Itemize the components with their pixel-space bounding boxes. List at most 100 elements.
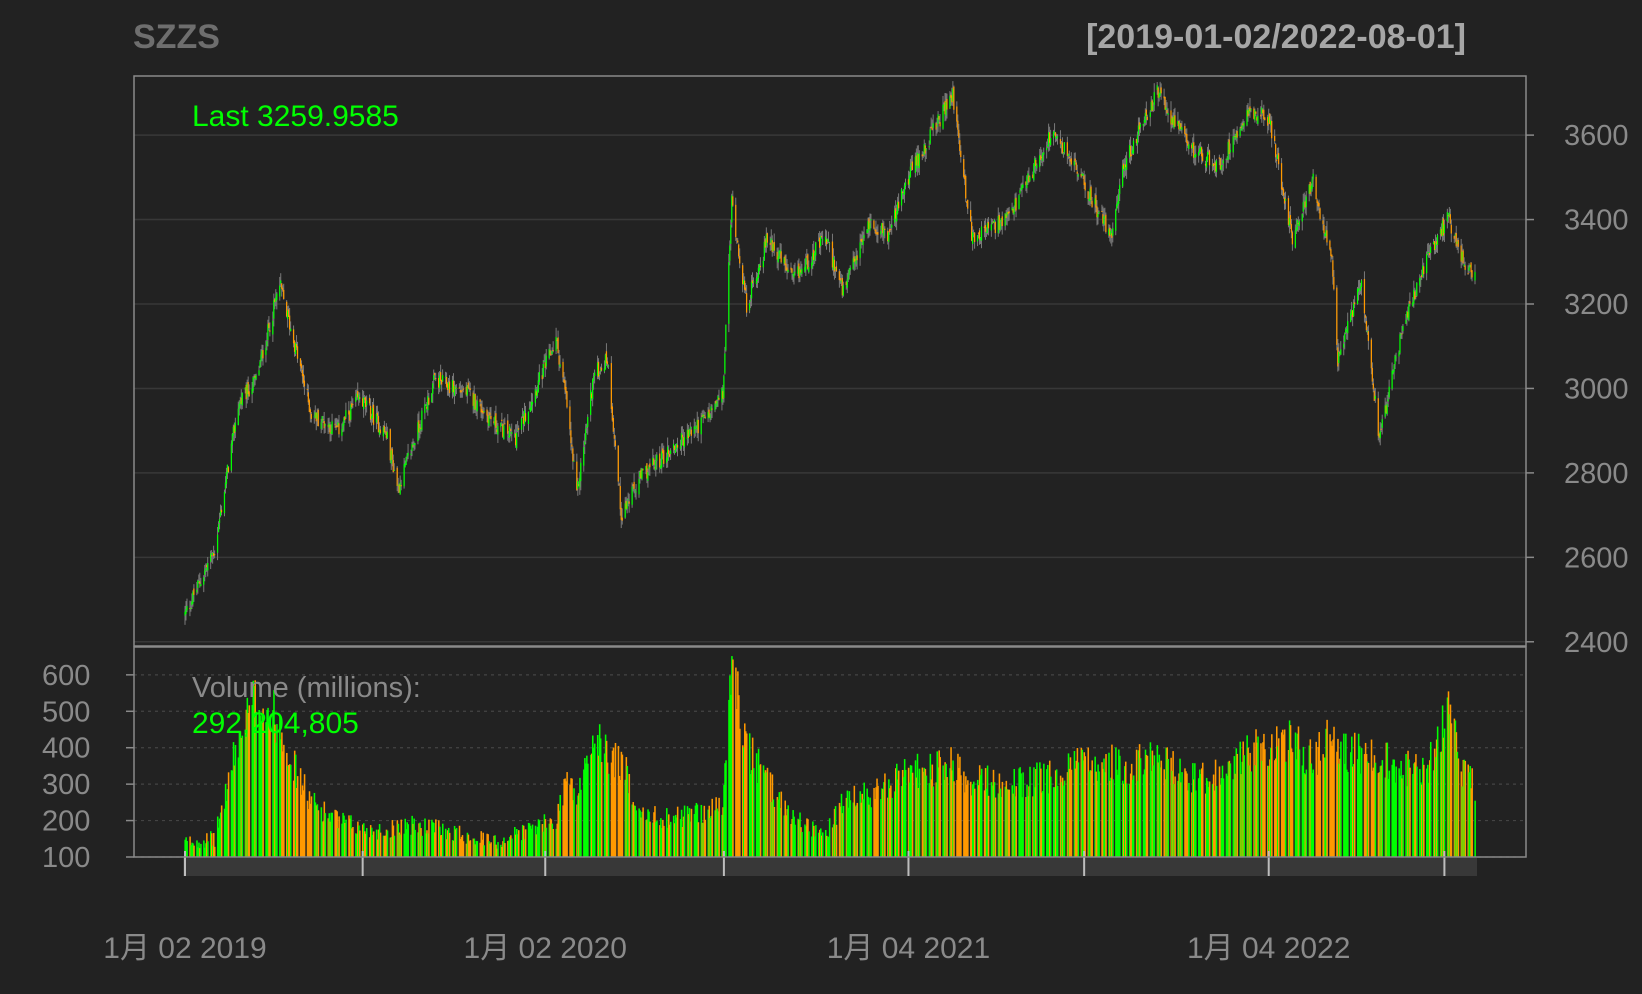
volume-bar (849, 800, 852, 857)
candle-body (226, 464, 229, 474)
candle-body (355, 396, 357, 402)
candle-body (452, 380, 455, 393)
candle-body (1068, 157, 1070, 159)
volume-bar (1181, 772, 1183, 857)
volume-bar (654, 806, 656, 857)
candle-body (1180, 123, 1182, 129)
x-axis-band (183, 858, 1477, 876)
volume-bar (447, 827, 450, 857)
volume-bar (592, 747, 595, 857)
volume-bar (839, 806, 842, 857)
candle-body (646, 463, 648, 479)
volume-bar (1283, 729, 1286, 857)
candle-body (438, 378, 440, 388)
candle-body (1035, 160, 1037, 167)
volume-bar (516, 834, 519, 857)
volume-bar (483, 845, 485, 857)
volume-bar (1262, 742, 1264, 857)
volume-bar (973, 788, 976, 857)
candle-body (1381, 419, 1383, 428)
volume-bar (769, 772, 772, 857)
candle-body (213, 554, 216, 556)
volume-bar (1345, 733, 1347, 857)
volume-bar (745, 733, 748, 857)
candle-body (827, 240, 830, 242)
candle-body (963, 159, 965, 177)
volume-bar (668, 824, 671, 857)
volume-bar (1434, 757, 1437, 857)
volume-bar (288, 764, 291, 857)
volume-bar (1267, 765, 1269, 857)
volume-bar (1469, 766, 1471, 857)
candle-body (1428, 252, 1431, 256)
volume-bar (1339, 758, 1341, 857)
volume-bar (978, 765, 981, 857)
volume-bar (1247, 747, 1249, 857)
volume-bar (648, 811, 650, 857)
candle-body (1125, 158, 1128, 170)
candle-body (978, 230, 981, 240)
volume-bar (378, 824, 381, 857)
volume-bar (206, 833, 208, 857)
candle-body (811, 262, 813, 269)
candle-body (1322, 220, 1324, 225)
candle-body (541, 375, 543, 380)
candle-body (895, 208, 897, 219)
volume-bar (313, 792, 316, 857)
candle-body (521, 414, 524, 416)
volume-bar (1419, 769, 1421, 857)
volume-bar (501, 846, 503, 857)
price-tick-label: 3600 (1564, 120, 1629, 152)
volume-bar (1415, 754, 1417, 857)
candle-body (1317, 201, 1319, 207)
volume-bar (434, 832, 436, 857)
volume-bar (302, 790, 305, 857)
volume-bar (310, 796, 313, 857)
candle-body (455, 387, 458, 389)
candle-body (1000, 218, 1002, 223)
candle-body (1446, 212, 1448, 222)
volume-bar (314, 802, 317, 857)
volume-bar (1270, 747, 1272, 857)
volume-bar (308, 791, 311, 857)
candle-body (1020, 188, 1022, 190)
candle-body (820, 236, 823, 238)
volume-bar (273, 690, 275, 857)
candle-body (413, 443, 415, 445)
volume-bar (1426, 768, 1428, 857)
candle-body (453, 385, 456, 396)
candle-body (517, 428, 520, 430)
candle-body (708, 409, 710, 418)
volume-bar (993, 782, 996, 857)
volume-bar (869, 797, 871, 857)
candle-body (1295, 227, 1297, 232)
volume-bar (682, 816, 685, 857)
candle-body (1011, 207, 1013, 211)
candle-body (1329, 240, 1331, 250)
volume-bar (520, 840, 523, 857)
volume-bar (744, 731, 747, 857)
volume-bar (1039, 762, 1041, 857)
volume-bar (495, 844, 497, 857)
volume-bar (666, 808, 668, 857)
volume-bar (1083, 752, 1086, 857)
volume-bar (910, 765, 913, 857)
candle-body (1215, 160, 1218, 173)
volume-bar (254, 680, 256, 857)
candle-body (1414, 291, 1416, 300)
volume-bar (785, 815, 788, 857)
candle-body (930, 126, 932, 129)
candle-body (386, 431, 388, 439)
volume-bar (494, 835, 496, 857)
candle-body (465, 386, 467, 395)
candle-body (535, 391, 537, 396)
volume-bar (1232, 779, 1235, 857)
candle-body (1284, 199, 1287, 201)
volume-bar (226, 789, 229, 857)
candle-body (1130, 154, 1133, 157)
volume-bar (964, 792, 966, 857)
candle-body (1333, 276, 1335, 290)
candle-body (1434, 243, 1437, 250)
candle-body (1291, 232, 1294, 245)
